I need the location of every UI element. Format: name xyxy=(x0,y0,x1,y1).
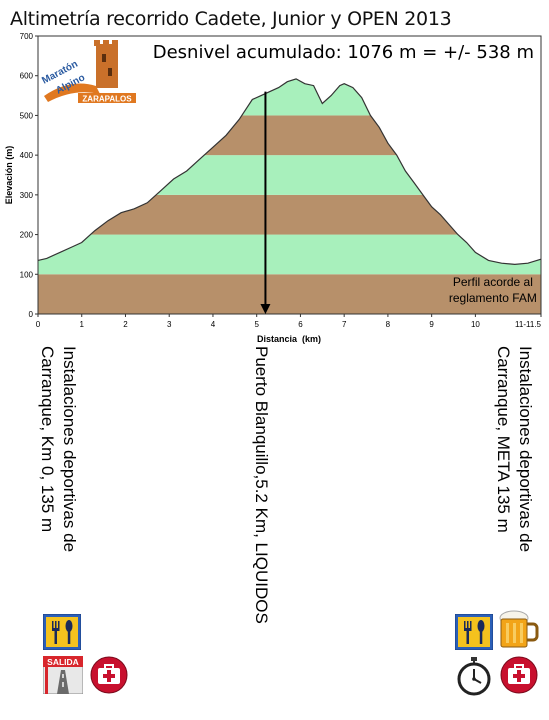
x-tick-label-1: 1 xyxy=(80,320,85,329)
first-aid-icon-end xyxy=(499,656,539,694)
elevation-band-1 xyxy=(38,234,541,275)
profile-line xyxy=(37,78,542,266)
y-tick-label-3: 300 xyxy=(20,191,34,200)
race-logo: Maratón Alpino ZARAPALOS xyxy=(40,38,138,104)
food-drink-icon-end xyxy=(454,613,494,651)
y-tick-label-6: 600 xyxy=(20,72,34,81)
x-tick-label-11: 11-11.5 xyxy=(515,320,541,329)
salida-start-icon: SALIDA xyxy=(42,655,84,695)
logo-name: ZARAPALOS xyxy=(82,95,132,104)
km-marker-arrow xyxy=(260,91,271,314)
elevation-band-0 xyxy=(38,274,541,314)
x-tick-label-9: 9 xyxy=(429,320,434,329)
y-tick-label-7: 700 xyxy=(20,32,34,41)
food-drink-icon xyxy=(42,613,82,651)
plot-frame xyxy=(37,35,542,315)
midpoint-location-label: Puerto Blanquillo,5.2 Km, LIQUIDOS xyxy=(252,346,271,624)
y-tick-label-4: 400 xyxy=(20,151,34,160)
first-aid-icon xyxy=(89,656,129,694)
y-tick-label-1: 100 xyxy=(20,270,34,279)
x-tick-label-10: 10 xyxy=(471,320,480,329)
x-tick-label-5: 5 xyxy=(254,320,259,329)
chart-subtitle: Desnivel acumulado: 1076 m = +/- 538 m xyxy=(153,42,534,63)
y-tick-label-2: 200 xyxy=(20,231,34,240)
chart-title: Altimetría recorrido Cadete, Junior y OP… xyxy=(10,8,452,30)
finish-location-label: Instalaciones deportivas de Carranque, M… xyxy=(494,346,535,553)
beer-mug-icon xyxy=(497,610,539,650)
annotation-line-2: reglamento FAM xyxy=(449,291,537,305)
x-tick-label-3: 3 xyxy=(167,320,172,329)
x-tick-label-8: 8 xyxy=(386,320,391,329)
annotation-line-1: Perfil acorde al xyxy=(453,275,533,289)
x-axis-label: Distancia (km) xyxy=(257,334,321,344)
y-tick-label-0: 0 xyxy=(29,310,34,319)
salida-text: SALIDA xyxy=(47,657,79,667)
elevation-chart: 0 100 200 300 400 500 600 700 0 1 2 3 4 5 6 7 8 9 10 11-11… xyxy=(4,32,542,344)
start-location-label: Instalaciones deportivas de Carranque, K… xyxy=(38,346,79,553)
y-axis-label: Elevación (m) xyxy=(4,146,14,205)
x-tick-label-2: 2 xyxy=(123,320,128,329)
profile-mask xyxy=(38,36,541,265)
x-tick-label-7: 7 xyxy=(342,320,347,329)
x-tick-label-6: 6 xyxy=(298,320,303,329)
x-tick-label-0: 0 xyxy=(36,320,41,329)
x-tick-label-4: 4 xyxy=(211,320,216,329)
stopwatch-icon xyxy=(454,656,494,696)
y-tick-label-5: 500 xyxy=(20,111,34,120)
